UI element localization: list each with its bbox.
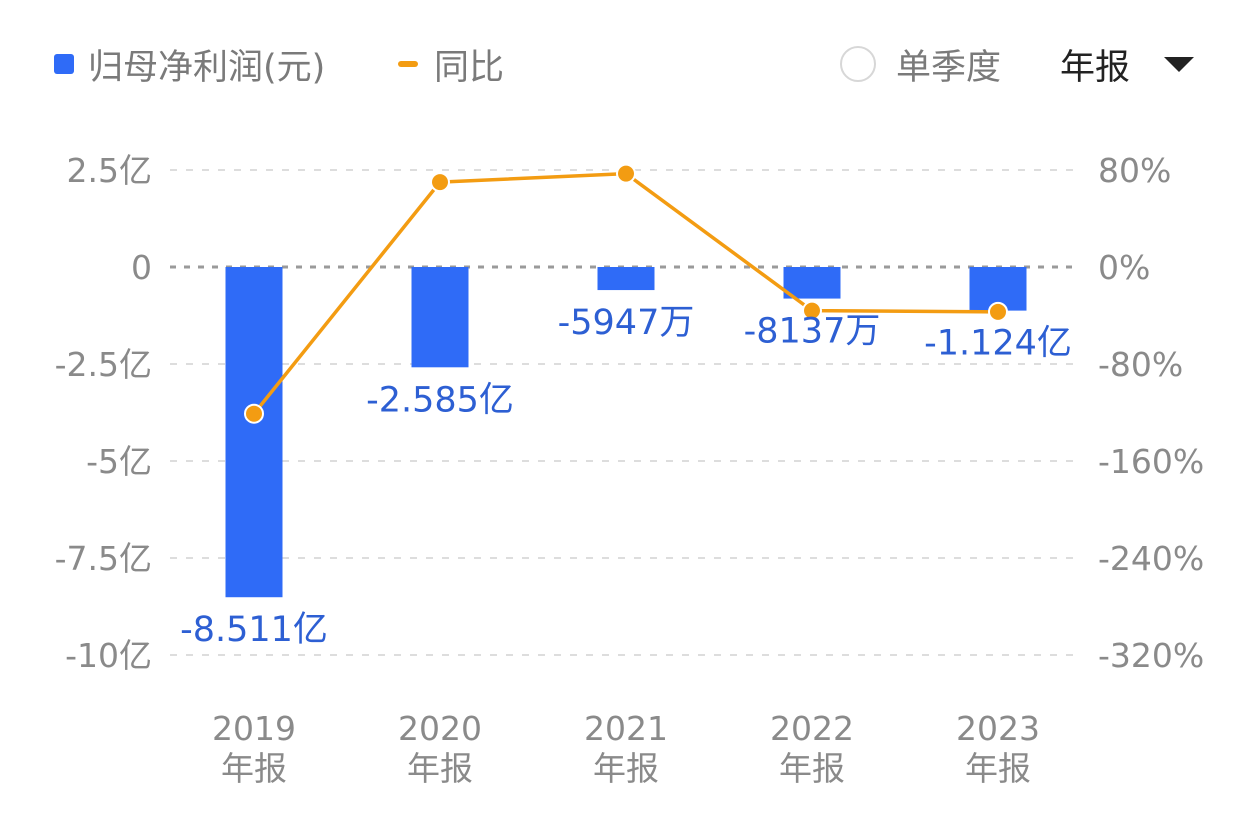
right-tick-label: 80% [1098, 151, 1171, 190]
yoy-point-2022[interactable] [802, 300, 822, 321]
category-year-label: 2022 [770, 709, 854, 748]
left-tick-label: -10亿 [65, 636, 152, 675]
left-tick-label: -7.5亿 [55, 539, 152, 578]
bar-value-label-2023: -1.124亿 [924, 324, 1072, 364]
caret-down-icon[interactable] [1164, 56, 1195, 72]
single-quarter-toggle[interactable]: 单季度 [840, 41, 1002, 88]
bar-net-profit-2019[interactable] [225, 267, 283, 598]
yoy-point-2021[interactable] [616, 163, 636, 184]
category-period-label: 年报 [221, 749, 287, 788]
grid-lines [170, 169, 1075, 656]
category-period-label: 年报 [407, 749, 473, 788]
radio-circle-icon[interactable] [840, 46, 876, 82]
period-select-value: 年报 [1060, 47, 1131, 88]
yoy-point-2020[interactable] [430, 172, 450, 193]
bar-value-label-2022: -8137万 [744, 312, 881, 352]
category-year-label: 2019 [212, 709, 296, 748]
left-axis-ticks: 2.5亿 0 -2.5亿 -5亿 -7.5亿 -10亿 [55, 151, 152, 675]
period-select[interactable]: 年报 [1060, 41, 1195, 88]
yoy-point-2023[interactable] [988, 301, 1008, 322]
left-tick-label: 0 [131, 248, 152, 287]
left-tick-label: 2.5亿 [67, 151, 152, 190]
legend-bar-swatch-icon [54, 54, 74, 74]
bar-value-label-2021: -5947万 [558, 303, 695, 343]
category-year-label: 2020 [398, 709, 482, 748]
bar-net-profit-2020[interactable] [411, 267, 469, 368]
category-year-label: 2021 [584, 709, 668, 748]
right-tick-label: 0% [1098, 248, 1150, 287]
right-tick-label: -240% [1098, 539, 1204, 578]
left-tick-label: -2.5亿 [55, 345, 152, 384]
bar-value-label-2019: -8.511亿 [180, 610, 328, 650]
category-period-label: 年报 [779, 749, 845, 788]
legend-label-net-profit: 归母净利润(元) [88, 47, 326, 88]
bar-net-profit-2021[interactable] [597, 267, 655, 291]
bar-net-profit-2022[interactable] [783, 267, 841, 299]
legend-label-yoy: 同比 [434, 47, 505, 88]
left-tick-label: -5亿 [86, 442, 152, 481]
legend-item-net-profit[interactable]: 归母净利润(元) [54, 38, 325, 90]
category-period-label: 年报 [965, 749, 1031, 788]
yoy-line [252, 171, 999, 415]
right-tick-label: -160% [1098, 442, 1204, 481]
single-quarter-label: 单季度 [896, 47, 1002, 88]
yoy-line-series [244, 163, 1008, 424]
legend-line-swatch-icon [398, 61, 418, 67]
chart-header: 归母净利润(元) 同比 单季度 年报 [0, 0, 1260, 120]
yoy-point-2019[interactable] [244, 403, 264, 424]
category-period-label: 年报 [593, 749, 659, 788]
category-year-label: 2023 [956, 709, 1040, 748]
right-tick-label: -320% [1098, 636, 1204, 675]
right-tick-label: -80% [1098, 345, 1183, 384]
bar-value-labels: -8.511亿 -2.585亿 -5947万 -8137万 -1.124亿 [180, 303, 1072, 650]
bar-value-label-2020: -2.585亿 [366, 380, 514, 420]
legend-item-yoy[interactable]: 同比 [398, 38, 504, 90]
right-axis-ticks: 80% 0% -80% -160% -240% -320% [1098, 151, 1204, 675]
